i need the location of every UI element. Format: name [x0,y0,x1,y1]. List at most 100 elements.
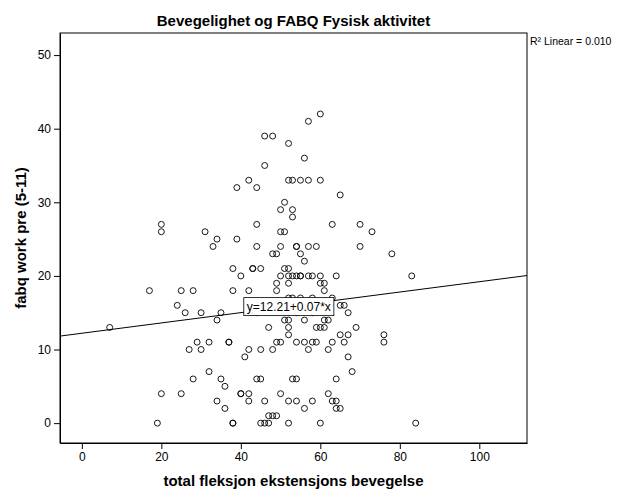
point [341,339,347,345]
point [357,221,363,227]
x-tick-mark [479,443,480,449]
point [178,288,184,294]
point [317,420,323,426]
point [297,251,303,257]
point [341,302,347,308]
y-axis-title: fabq work pre (5-11) [12,167,29,309]
point [305,118,311,124]
point [238,273,244,279]
point [321,288,327,294]
x-tick-label: 80 [394,450,408,464]
y-tick-mark [54,129,60,130]
point [389,251,395,257]
fit-label-text: y=12.21+0.07*x [247,300,331,314]
point [214,398,220,404]
point [286,420,292,426]
point [146,288,152,294]
x-tick: 20 [155,443,169,464]
point [293,339,299,345]
point [301,317,307,323]
point [293,376,299,382]
point [333,376,339,382]
x-tick-label: 60 [314,450,328,464]
point [282,199,288,205]
point [329,221,335,227]
point [250,266,256,272]
point [238,391,244,397]
point [333,273,339,279]
x-tick: 40 [235,443,249,464]
y-tick-mark [54,202,60,203]
x-tick-label: 100 [470,450,490,464]
point [174,302,180,308]
point [202,229,208,235]
annotation: R² Linear = 0.010 [530,35,612,47]
title: Bevegelighet og FABQ Fysisk aktivitet [157,12,430,29]
point [290,214,296,220]
x-axis-line [61,443,528,444]
x-tick: 100 [470,443,490,464]
point [413,420,419,426]
point [369,229,375,235]
point [158,391,164,397]
point [198,347,204,353]
point [238,391,244,397]
point [230,420,236,426]
plot-frame [60,33,527,443]
point [345,310,351,316]
point [230,288,236,294]
y-tick: 40 [38,122,60,136]
x-tick-label: 0 [79,450,86,464]
point [186,347,192,353]
point [297,273,303,279]
point [254,243,260,249]
point [301,155,307,161]
point [246,347,252,353]
point [301,339,307,345]
y-tick-label: 0 [44,416,51,430]
y-tick-mark [54,55,60,56]
point [286,280,292,286]
point [234,185,240,191]
point [321,280,327,286]
y-axis: 01020304050 [38,34,61,444]
point [250,266,256,272]
point [297,273,303,279]
point [349,369,355,375]
point [309,398,315,404]
y-tick-mark [54,276,60,277]
point [266,420,272,426]
point [190,288,196,294]
point [246,391,252,397]
point [258,266,264,272]
point [266,324,272,330]
point [158,221,164,227]
x-tick: 0 [79,443,86,464]
point [345,332,351,338]
point [154,420,160,426]
point [313,243,319,249]
point [305,177,311,183]
point [293,243,299,249]
point [325,317,331,323]
point [190,376,196,382]
point [258,347,264,353]
point [198,310,204,316]
y-tick: 0 [44,416,60,430]
point [409,273,415,279]
point [313,339,319,345]
x-tick-mark [400,443,401,449]
y-tick-label: 50 [38,48,52,62]
y-axis-line [60,34,61,444]
point [158,229,164,235]
fit-label: y=12.21+0.07*x [244,298,334,316]
point [337,405,343,411]
point [305,347,311,353]
chart: 02040608010001020304050y=12.21+0.07*xBev… [0,0,626,501]
point [214,317,220,323]
point [286,317,292,323]
point [321,324,327,330]
point [337,332,343,338]
point [246,288,252,294]
point [262,163,268,169]
